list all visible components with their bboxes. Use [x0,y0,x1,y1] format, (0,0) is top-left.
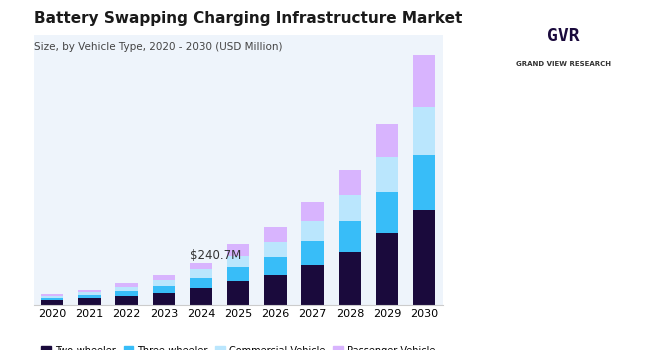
Text: Global Market CAGR,
2025 - 2030: Global Market CAGR, 2025 - 2030 [506,192,621,214]
Bar [227,256,250,267]
Bar [152,280,175,286]
Bar [227,244,250,256]
Bar [79,289,101,292]
Text: 23.6%: 23.6% [511,126,617,154]
Bar [152,275,175,280]
Bar [339,252,361,304]
Bar [41,298,63,300]
Bar [264,257,287,274]
Legend: Two-wheeler, Three-wheeler, Commercial Vehicle, Passenger Vehicle: Two-wheeler, Three-wheeler, Commercial V… [38,342,439,350]
Bar [115,291,138,296]
Text: Size, by Vehicle Type, 2020 - 2030 (USD Million): Size, by Vehicle Type, 2020 - 2030 (USD … [34,42,282,52]
Bar [413,55,435,107]
Bar [79,298,101,304]
Bar [339,195,361,221]
Text: GVR: GVR [548,27,580,45]
Text: Source:
www.grandviewresearch.com: Source: www.grandviewresearch.com [478,305,602,325]
Bar [413,155,435,210]
Bar [264,274,287,304]
Bar [413,210,435,304]
Text: $240.7M: $240.7M [190,249,241,262]
Bar [227,267,250,281]
Bar [152,286,175,293]
Bar [41,300,63,304]
Bar [190,278,212,288]
Bar [190,269,212,278]
Bar [339,170,361,195]
Bar [227,281,250,304]
Bar [152,293,175,304]
Bar [79,292,101,295]
Bar [264,227,287,241]
Bar [301,241,324,265]
Bar [115,296,138,304]
Text: Battery Swapping Charging Infrastructure Market: Battery Swapping Charging Infrastructure… [34,10,462,26]
Bar [41,295,63,298]
Bar [413,107,435,155]
Text: GRAND VIEW RESEARCH: GRAND VIEW RESEARCH [516,61,611,68]
Bar [79,295,101,298]
Bar [301,222,324,241]
Bar [190,288,212,304]
Bar [115,287,138,291]
Bar [264,241,287,257]
Bar [41,294,63,295]
Bar [376,233,398,304]
Bar [190,263,212,269]
Bar [301,265,324,304]
Bar [376,157,398,192]
Bar [115,283,138,287]
Bar [376,192,398,233]
Bar [376,124,398,157]
Bar [339,221,361,252]
Bar [301,202,324,222]
